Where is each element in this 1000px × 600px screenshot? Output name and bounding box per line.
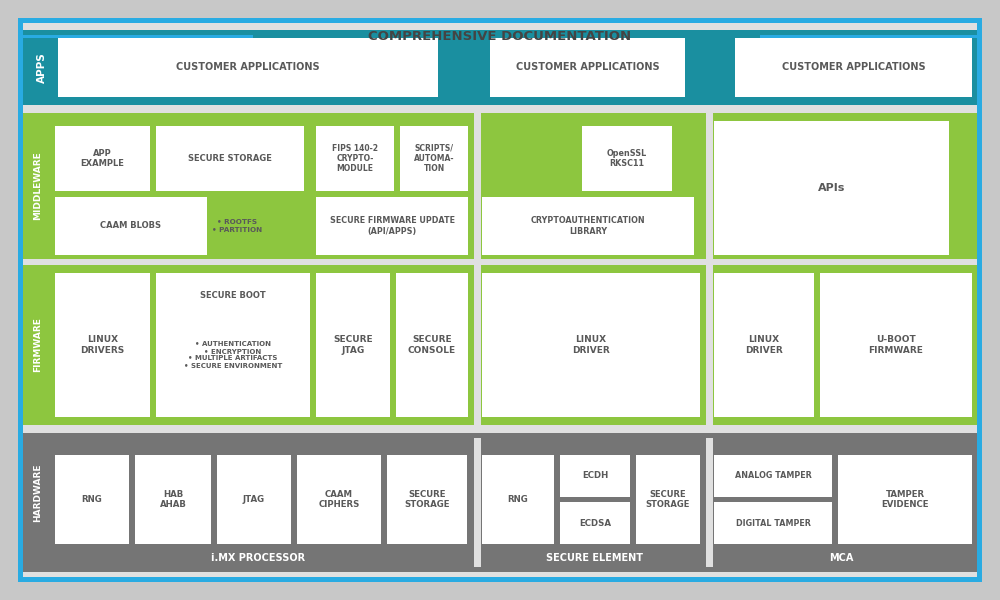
Bar bbox=[316, 273, 390, 417]
Text: ECDH: ECDH bbox=[582, 472, 608, 481]
Text: CAAM BLOBS: CAAM BLOBS bbox=[100, 221, 162, 230]
Text: LINUX
DRIVER: LINUX DRIVER bbox=[572, 335, 610, 355]
Text: JTAG: JTAG bbox=[243, 495, 265, 504]
Text: i.MX PROCESSOR: i.MX PROCESSOR bbox=[211, 553, 306, 563]
Text: SECURE BOOT: SECURE BOOT bbox=[200, 290, 266, 299]
Text: LINUX
DRIVER: LINUX DRIVER bbox=[745, 335, 783, 355]
Text: ANALOG TAMPER: ANALOG TAMPER bbox=[735, 472, 811, 481]
Text: MCA: MCA bbox=[829, 553, 854, 563]
Bar bbox=[735, 38, 972, 97]
Bar bbox=[23, 30, 977, 105]
Text: CAAM
CIPHERS: CAAM CIPHERS bbox=[318, 490, 360, 509]
Text: LINUX
DRIVERS: LINUX DRIVERS bbox=[80, 335, 125, 355]
Text: COMPREHENSIVE DOCUMENTATION: COMPREHENSIVE DOCUMENTATION bbox=[368, 31, 632, 43]
Text: RNG: RNG bbox=[508, 495, 528, 504]
Text: HARDWARE: HARDWARE bbox=[34, 463, 42, 522]
Bar bbox=[297, 455, 381, 544]
Bar bbox=[23, 425, 977, 433]
Text: SECURE
STORAGE: SECURE STORAGE bbox=[646, 490, 690, 509]
Bar bbox=[23, 105, 977, 113]
Bar bbox=[316, 197, 468, 255]
Bar bbox=[714, 273, 814, 417]
Bar bbox=[820, 273, 972, 417]
Bar bbox=[55, 197, 207, 255]
Text: • ROOTFS
• PARTITION: • ROOTFS • PARTITION bbox=[212, 220, 262, 232]
Text: CUSTOMER APPLICATIONS: CUSTOMER APPLICATIONS bbox=[516, 62, 659, 73]
Text: • AUTHENTICATION
• ENCRYPTION
• MULTIPLE ARTIFACTS
• SECURE ENVIRONMENT: • AUTHENTICATION • ENCRYPTION • MULTIPLE… bbox=[184, 341, 282, 368]
Bar bbox=[560, 455, 630, 497]
Bar bbox=[156, 126, 304, 191]
Text: SECURE
JTAG: SECURE JTAG bbox=[333, 335, 373, 355]
Bar bbox=[490, 38, 685, 97]
Bar bbox=[400, 126, 468, 191]
Text: CUSTOMER APPLICATIONS: CUSTOMER APPLICATIONS bbox=[176, 62, 320, 73]
Bar bbox=[582, 126, 672, 191]
Bar bbox=[706, 438, 713, 567]
Bar bbox=[706, 113, 713, 425]
Bar bbox=[23, 113, 977, 425]
Bar bbox=[760, 35, 977, 38]
Text: SECURE FIRMWARE UPDATE
(API/APPS): SECURE FIRMWARE UPDATE (API/APPS) bbox=[330, 216, 454, 236]
Text: APP
EXAMPLE: APP EXAMPLE bbox=[81, 149, 124, 168]
Text: HAB
AHAB: HAB AHAB bbox=[160, 490, 186, 509]
Bar bbox=[23, 35, 253, 38]
Text: SECURE
STORAGE: SECURE STORAGE bbox=[404, 490, 450, 509]
Bar bbox=[55, 126, 150, 191]
Text: APIs: APIs bbox=[818, 183, 845, 193]
Text: TAMPER
EVIDENCE: TAMPER EVIDENCE bbox=[881, 490, 929, 509]
Text: CRYPTOAUTHENTICATION
LIBRARY: CRYPTOAUTHENTICATION LIBRARY bbox=[531, 216, 645, 236]
Bar bbox=[316, 126, 394, 191]
Bar bbox=[217, 455, 291, 544]
Bar bbox=[714, 502, 832, 544]
Bar bbox=[560, 502, 630, 544]
Bar bbox=[55, 273, 150, 417]
Bar bbox=[482, 273, 700, 417]
Bar bbox=[474, 113, 481, 425]
Bar bbox=[23, 259, 977, 265]
Text: MIDDLEWARE: MIDDLEWARE bbox=[34, 152, 42, 220]
Bar bbox=[387, 455, 467, 544]
Text: RNG: RNG bbox=[82, 495, 102, 504]
Text: CUSTOMER APPLICATIONS: CUSTOMER APPLICATIONS bbox=[782, 62, 925, 73]
Bar bbox=[474, 438, 481, 567]
Bar bbox=[482, 197, 694, 255]
Bar bbox=[23, 433, 977, 572]
Bar bbox=[55, 455, 129, 544]
Bar bbox=[482, 455, 554, 544]
Text: FIPS 140-2
CRYPTO-
MODULE: FIPS 140-2 CRYPTO- MODULE bbox=[332, 143, 378, 173]
Text: OpenSSL
RKSC11: OpenSSL RKSC11 bbox=[607, 149, 647, 168]
Bar bbox=[636, 455, 700, 544]
Bar bbox=[156, 273, 310, 417]
Text: DIGITAL TAMPER: DIGITAL TAMPER bbox=[736, 518, 810, 527]
Text: APPS: APPS bbox=[37, 52, 47, 83]
Bar bbox=[135, 455, 211, 544]
Bar bbox=[838, 455, 972, 544]
Bar bbox=[396, 273, 468, 417]
Text: SECURE ELEMENT: SECURE ELEMENT bbox=[546, 553, 644, 563]
Bar bbox=[58, 38, 438, 97]
Text: SECURE
CONSOLE: SECURE CONSOLE bbox=[408, 335, 456, 355]
Text: FIRMWARE: FIRMWARE bbox=[34, 317, 42, 373]
Text: ECDSA: ECDSA bbox=[579, 518, 611, 527]
Bar bbox=[714, 455, 832, 497]
Bar bbox=[714, 121, 949, 255]
Text: SCRIPTS/
AUTOMA-
TION: SCRIPTS/ AUTOMA- TION bbox=[414, 143, 454, 173]
Text: SECURE STORAGE: SECURE STORAGE bbox=[188, 154, 272, 163]
Text: U-BOOT
FIRMWARE: U-BOOT FIRMWARE bbox=[869, 335, 923, 355]
